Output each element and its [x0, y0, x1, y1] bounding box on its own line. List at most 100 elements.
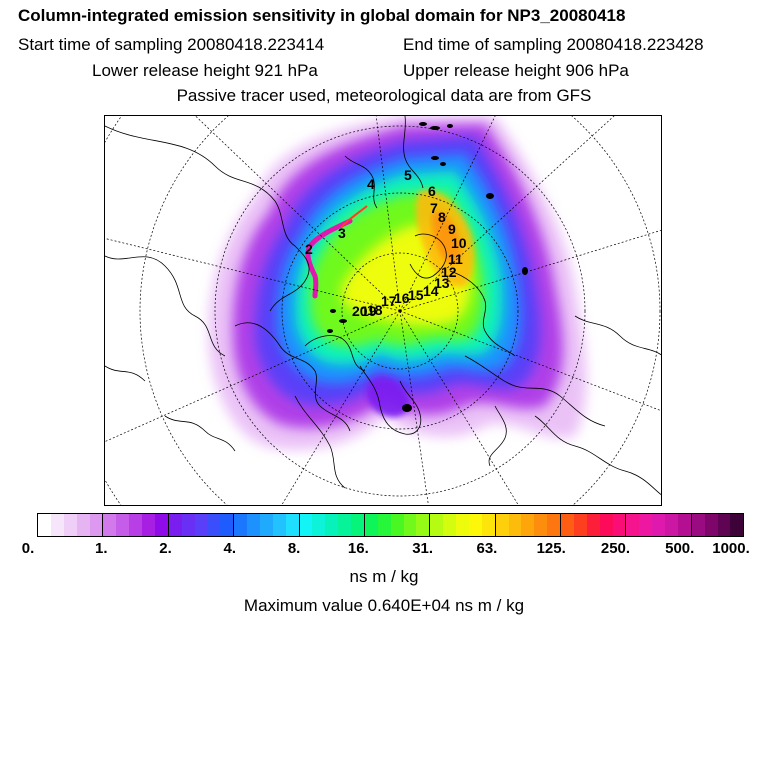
colorbar-segment — [639, 514, 653, 536]
tracer-note: Passive tracer used, meteorological data… — [176, 86, 592, 105]
colorbar-segment — [599, 514, 613, 536]
colorbar-segment — [194, 514, 208, 536]
colorbar-segment — [181, 514, 195, 536]
colorbar-segment — [168, 514, 182, 536]
start-time-label: Start time of sampling 20080418.223414 — [18, 35, 325, 54]
figure-title: Column-integrated emission sensitivity i… — [18, 6, 626, 25]
colorbar-tick-label: 1000. — [712, 540, 750, 557]
colorbar-segment — [259, 514, 273, 536]
colorbar-tick-label: 125. — [536, 540, 566, 557]
colorbar-tick-label: 250. — [600, 540, 631, 557]
max-value-label: Maximum value 0.640E+04 ns m / kg — [243, 596, 525, 615]
colorbar-segment — [508, 514, 522, 536]
colorbar-segment — [50, 514, 64, 536]
track-label-19: 19 — [361, 303, 377, 319]
colorbar-segment — [691, 514, 705, 536]
colorbar-segment — [443, 514, 456, 536]
track-label-2: 2 — [305, 241, 313, 257]
track-labels: 2 3 4 5 6 7 8 9 10 11 12 13 14 15 16 17 … — [305, 167, 467, 319]
track-label-15: 15 — [408, 287, 424, 303]
colorbar-segment — [364, 514, 378, 536]
colorbar-segment — [129, 514, 142, 536]
colorbar-segment — [730, 514, 744, 536]
upper-release-label: Upper release height 906 hPa — [403, 61, 629, 80]
colorbar-segment — [665, 514, 678, 536]
track-label-7: 7 — [430, 200, 438, 216]
colorbar-tick-label: 8. — [287, 540, 301, 557]
colorbar-segment — [89, 514, 104, 536]
colorbar-segment — [116, 514, 130, 536]
colorbar — [37, 513, 744, 537]
colorbar-segment — [403, 514, 417, 536]
track-label-12: 12 — [441, 264, 457, 280]
track-label-11: 11 — [448, 251, 463, 267]
track-label-4: 4 — [367, 176, 375, 192]
colorbar-tick-label: 16. — [347, 540, 369, 557]
track-label-14: 14 — [423, 283, 439, 299]
colorbar-segment — [416, 514, 431, 536]
colorbar-segment — [142, 514, 155, 536]
track-label-20: 20 — [352, 303, 368, 319]
coastlines — [105, 116, 661, 496]
colorbar-segment — [272, 514, 286, 536]
colorbar-segment — [154, 514, 169, 536]
track-label-16: 16 — [394, 290, 410, 306]
colorbar-segment — [207, 514, 221, 536]
colorbar-segment — [534, 514, 548, 536]
colorbar-segment — [63, 514, 77, 536]
colorbar-segment — [338, 514, 351, 536]
colorbar-segment — [430, 514, 444, 536]
colorbar-segment — [38, 514, 51, 536]
colorbar-segment — [652, 514, 665, 536]
track-label-10: 10 — [451, 235, 467, 251]
colorbar-segment — [390, 514, 404, 536]
track-label-6: 6 — [428, 183, 436, 199]
track-label-5: 5 — [404, 167, 412, 183]
colorbar-segment — [312, 514, 326, 536]
colorbar-segment — [103, 514, 117, 536]
colorbar-segment — [495, 514, 509, 536]
colorbar-segment — [247, 514, 260, 536]
sensitivity-field — [208, 116, 587, 450]
colorbar-segment — [586, 514, 600, 536]
colorbar-segment — [76, 514, 90, 536]
colorbar-segment — [285, 514, 300, 536]
colorbar-segment — [561, 514, 574, 536]
track-label-18: 18 — [367, 302, 383, 318]
colorbar-tick-label: 31. — [412, 540, 434, 557]
colorbar-segment — [456, 514, 469, 536]
colorbar-segment — [547, 514, 561, 536]
track-label-17: 17 — [381, 293, 397, 309]
colorbar-units: ns m / kg — [349, 567, 419, 586]
track-label-3: 3 — [338, 225, 346, 241]
track-label-13: 13 — [434, 275, 450, 291]
colorbar-segment — [299, 514, 313, 536]
colorbar-segment — [234, 514, 247, 536]
colorbar-tick-label: 1. — [95, 540, 108, 557]
colorbar-tick-label: 500. — [665, 540, 695, 557]
colorbar-tick-label: 0. — [21, 540, 35, 557]
colorbar-segment — [573, 514, 587, 536]
graticule — [105, 116, 661, 505]
colorbar-tick-label: 4. — [223, 540, 237, 557]
colorbar-segment — [377, 514, 391, 536]
colorbar-segment — [717, 514, 731, 536]
islands — [327, 122, 528, 412]
colorbar-segment — [325, 514, 339, 536]
colorbar-tick-label: 63. — [476, 540, 498, 557]
track-label-9: 9 — [448, 221, 456, 237]
colorbar-tick-label: 2. — [159, 540, 172, 557]
end-time-label: End time of sampling 20080418.223428 — [403, 35, 704, 54]
colorbar-segment — [677, 514, 692, 536]
colorbar-segment — [220, 514, 235, 536]
colorbar-segment — [612, 514, 627, 536]
colorbar-segment — [481, 514, 496, 536]
colorbar-segment — [704, 514, 718, 536]
track-label-8: 8 — [438, 209, 446, 225]
colorbar-segment — [626, 514, 640, 536]
lower-release-label: Lower release height 921 hPa — [92, 61, 318, 80]
colorbar-segment — [468, 514, 482, 536]
sensitivity-map: 2 3 4 5 6 7 8 9 10 11 12 13 14 15 16 17 … — [104, 115, 662, 506]
colorbar-segment — [521, 514, 535, 536]
colorbar-segment — [351, 514, 365, 536]
